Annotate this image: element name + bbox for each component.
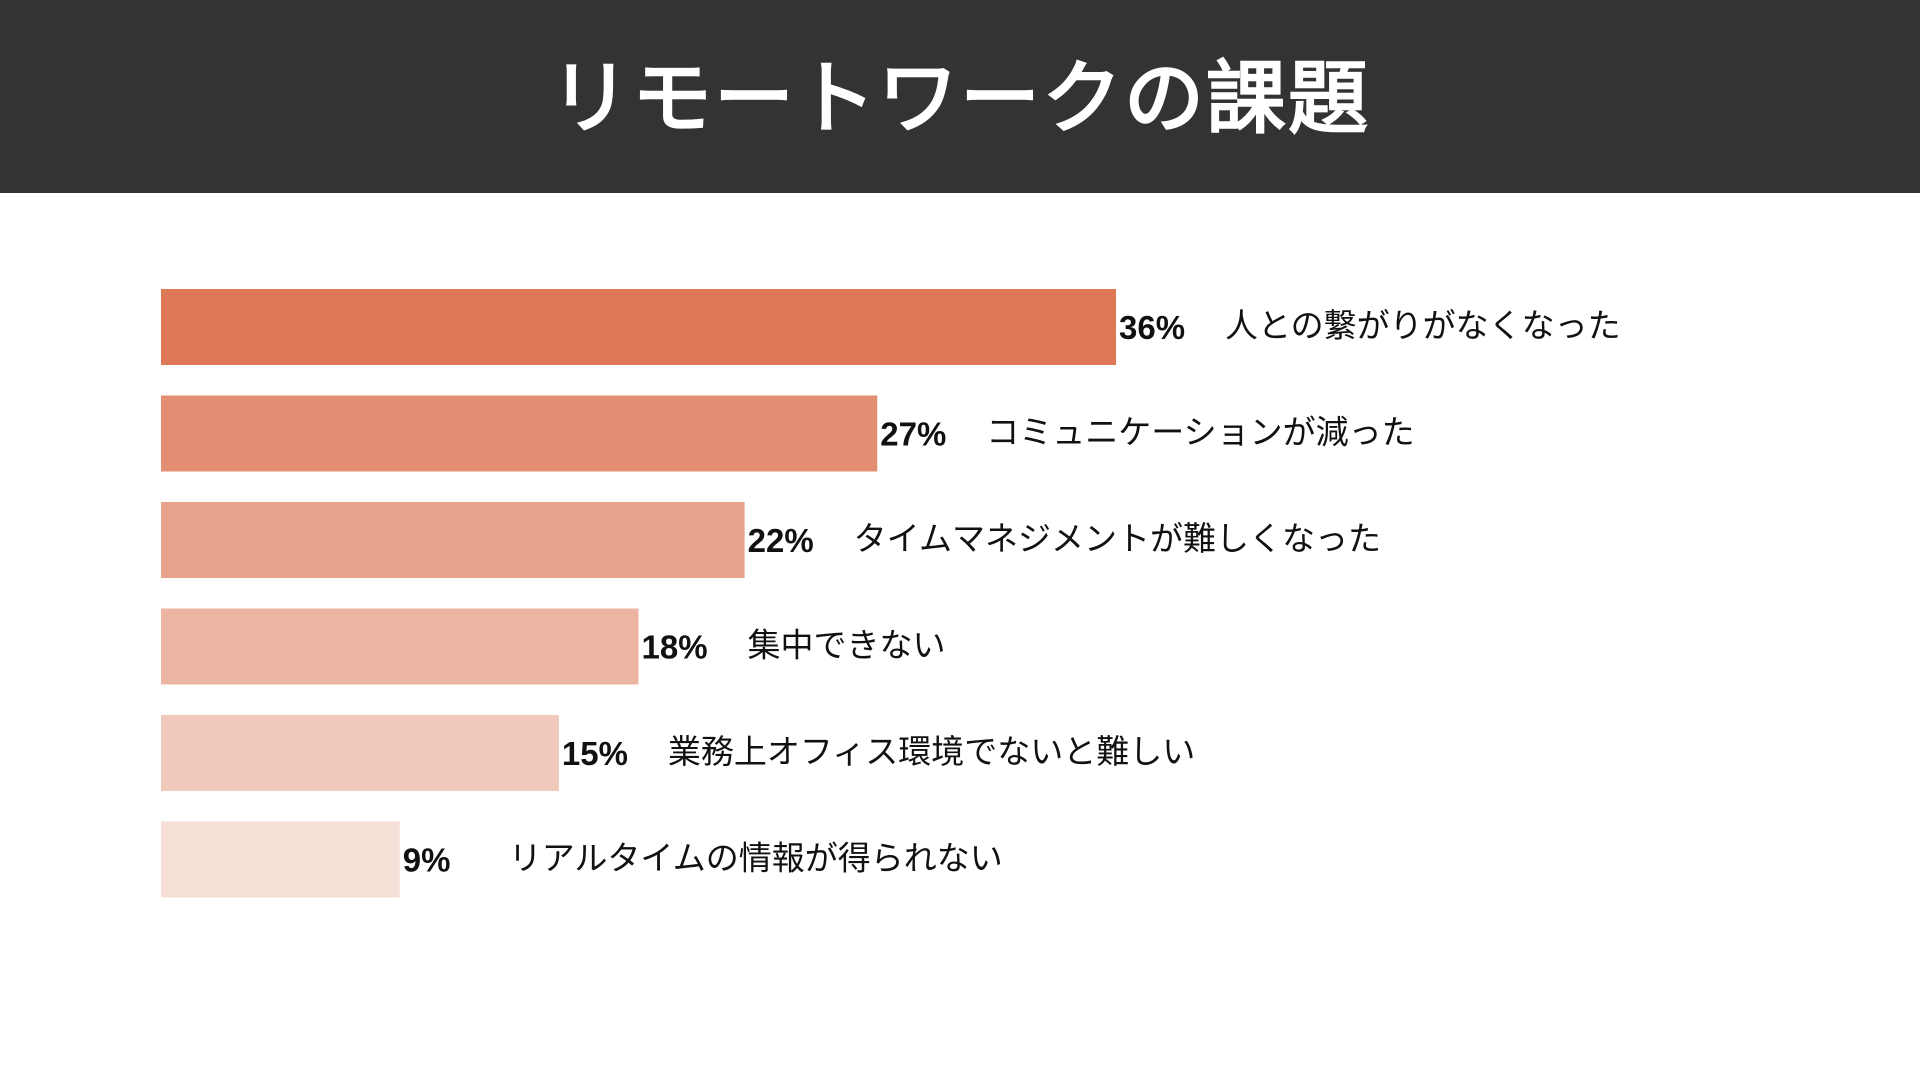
bar-value-label: 36% <box>1119 309 1185 346</box>
page-title: リモートワークの課題 <box>550 51 1370 145</box>
bar-4 <box>161 608 639 685</box>
bar-category-label: コミュニケーションが減った <box>986 413 1414 452</box>
bar-category-label: 集中できない <box>748 626 946 665</box>
bar-6 <box>161 821 400 898</box>
bar-value-label: 27% <box>880 416 946 453</box>
title-bar: リモートワークの課題 <box>0 0 1920 193</box>
bar-value-label: 18% <box>642 629 708 666</box>
bar-category-label: 業務上オフィス環境でないと難しい <box>668 732 1195 771</box>
bar-category-label: 人との繋がりがなくなった <box>1225 306 1621 345</box>
bar-5 <box>161 715 559 791</box>
bar-category-label: タイムマネジメントが難しくなった <box>854 519 1381 558</box>
bar-2 <box>161 395 878 472</box>
bar-1 <box>161 289 1116 365</box>
bar-category-label: リアルタイムの情報が得られない <box>509 839 1003 878</box>
bar-3 <box>161 502 745 578</box>
bar-value-label: 22% <box>748 522 814 559</box>
bar-value-label: 9% <box>403 842 451 879</box>
bar-value-label: 15% <box>562 735 628 772</box>
